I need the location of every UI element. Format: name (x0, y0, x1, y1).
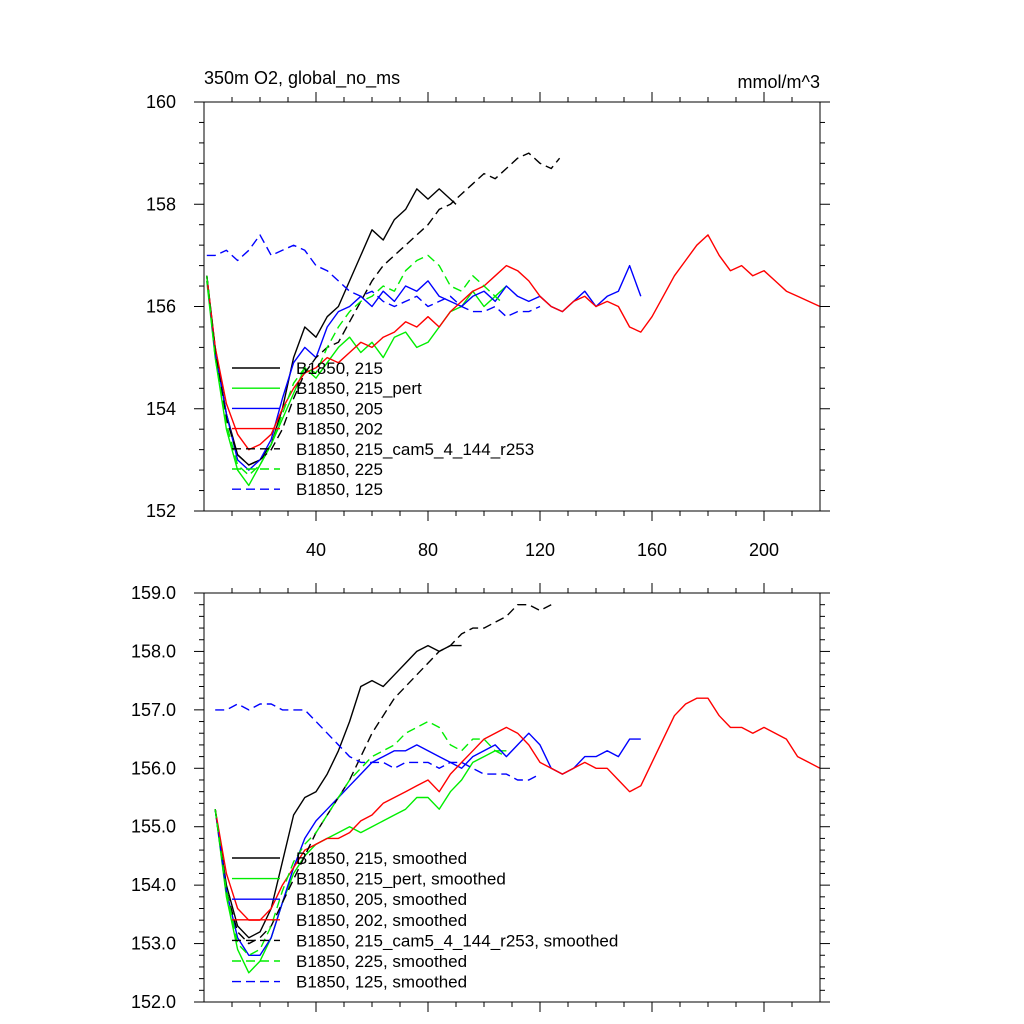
chart-title-units: mmol/m^3 (738, 72, 820, 92)
legend-label: B1850, 205 (296, 399, 383, 418)
legend-label: B1850, 125, smoothed (296, 973, 467, 992)
series-line-1 (214, 750, 507, 974)
y-tick-label: 158.0 (131, 641, 176, 661)
series-line-0 (206, 188, 457, 466)
y-tick-label: 154 (146, 399, 176, 419)
series-line-5 (214, 720, 507, 956)
legend-label: B1850, 205, smoothed (296, 890, 467, 909)
legend-label: B1850, 215, smoothed (296, 849, 467, 868)
x-tick-label: 40 (306, 540, 326, 560)
x-tick-label: 80 (418, 540, 438, 560)
series-line-3 (206, 234, 820, 451)
legend-label: B1850, 215 (296, 359, 383, 378)
legend-label: B1850, 125 (296, 480, 383, 499)
y-tick-label: 159.0 (131, 583, 176, 603)
top-panel: 350m O2, global_no_ms mmol/m^3 40 80 120 16… (146, 68, 830, 560)
y-tick-label: 152.0 (131, 992, 176, 1012)
y-tick-label: 158 (146, 194, 176, 214)
y-tick-label: 152 (146, 501, 176, 521)
x-tick-label: 120 (525, 540, 555, 560)
y-tick-label: 157.0 (131, 700, 176, 720)
y-tick-label: 160 (146, 92, 176, 112)
y-tick-label: 155.0 (131, 817, 176, 837)
x-tick-label: 160 (637, 540, 667, 560)
series-line-1 (206, 280, 507, 487)
legend-label: B1850, 215_pert (296, 379, 422, 398)
y-tick-label: 153.0 (131, 934, 176, 954)
series-line-6 (215, 703, 541, 781)
series-line-0 (214, 644, 462, 939)
bottom-panel: 152.0 153.0 154.0 155.0 156.0 157.0 158.0 159.0… (131, 583, 830, 1012)
chart-title-left: 350m O2, global_no_ms (204, 68, 400, 89)
series-line-4 (214, 604, 552, 945)
legend-label: B1850, 215_cam5_4_144_r253 (296, 440, 534, 459)
series-line-5 (206, 254, 502, 476)
legend-label: B1850, 202 (296, 420, 383, 439)
y-tick-label: 156 (146, 297, 176, 317)
y-tick-label: 154.0 (131, 875, 176, 895)
legend-label: B1850, 225 (296, 460, 383, 479)
series-line-6 (206, 234, 541, 318)
legend-label: B1850, 202, smoothed (296, 911, 467, 930)
legend-label: B1850, 215_pert, smoothed (296, 870, 506, 889)
legend-label: B1850, 215_cam5_4_144_r253, smoothed (296, 931, 618, 950)
x-tick-label: 200 (749, 540, 779, 560)
legend-label: B1850, 225, smoothed (296, 952, 467, 971)
series-line-3 (214, 697, 820, 921)
series-line-4 (206, 152, 561, 466)
y-tick-label: 156.0 (131, 758, 176, 778)
